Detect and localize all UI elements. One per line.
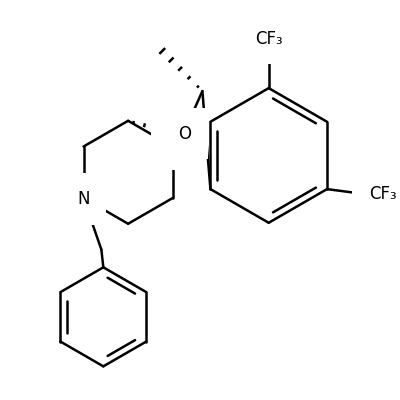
Text: CF₃: CF₃ <box>255 30 282 48</box>
Text: N: N <box>77 190 90 208</box>
Text: O: O <box>167 136 180 154</box>
Text: CF₃: CF₃ <box>369 185 396 203</box>
Text: O: O <box>178 125 191 143</box>
